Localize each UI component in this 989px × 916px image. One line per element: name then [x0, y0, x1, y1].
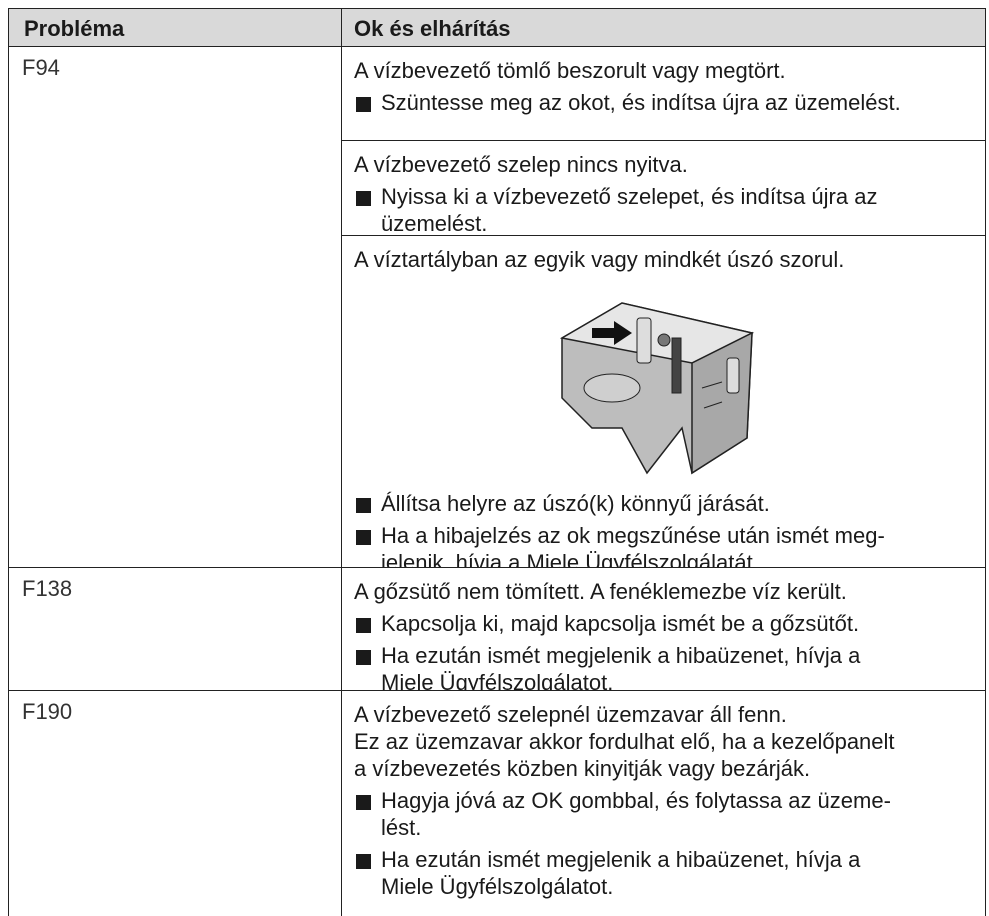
- cause-text: A gőzsütő nem tömített. A fenéklemezbe v…: [354, 578, 981, 605]
- cause-cell: A gőzsütő nem tömített. A fenéklemezbe v…: [342, 568, 985, 690]
- text-line: A víztartályban az egyik vagy mindkét ús…: [354, 247, 845, 272]
- action-bullet: Állítsa helyre az úszó(k) könnyű járását…: [354, 490, 981, 517]
- text-line: Kapcsolja ki, majd kapcsolja ismét be a …: [381, 611, 860, 636]
- text-line: lést.: [381, 815, 422, 840]
- table-row: F190 A vízbevezető szelepnél üzemzavar á…: [9, 691, 985, 916]
- text-line: Szüntesse meg az okot, és indítsa újra a…: [381, 90, 901, 115]
- cause-cell: A vízbevezető tömlő beszorult vagy megtö…: [342, 47, 985, 141]
- table-row: F138 A gőzsütő nem tömített. A fenékleme…: [9, 568, 985, 691]
- header-row: Probléma Ok és elhárítás: [9, 9, 985, 47]
- text-line: A gőzsütő nem tömített. A fenéklemezbe v…: [354, 579, 847, 604]
- text-line: jelenik, hívja a Miele Ügyfélszolgálatát…: [381, 550, 759, 567]
- cause-cell: A vízbevezető szelep nincs nyitva. Nyissa…: [342, 141, 985, 236]
- error-code: F190: [9, 691, 342, 916]
- cause-text: A vízbevezető tömlő beszorult vagy megtö…: [354, 57, 981, 84]
- text-line: a vízbevezetés közben kinyitják vagy bez…: [354, 756, 811, 781]
- error-code: F94: [9, 47, 342, 567]
- error-code: F138: [9, 568, 342, 690]
- text-line: üzemelést.: [381, 211, 488, 236]
- header-cell: Probléma: [9, 9, 342, 46]
- text-line: A vízbevezető szelepnél üzemzavar áll fe…: [354, 702, 787, 727]
- cause-cell: A víztartályban az egyik vagy mindkét ús…: [342, 236, 985, 567]
- text-line: Ha ezután ismét megjelenik a hibaüzenet,…: [381, 847, 861, 872]
- text-line: Miele Ügyfélszolgálatot.: [381, 874, 614, 899]
- action-bullet: Hagyja jóvá az OK gombbal, és folytassa …: [354, 787, 981, 841]
- action-bullet: Ha a hibajelzés az ok megszűnése után is…: [354, 522, 981, 567]
- text-line: A vízbevezető szelep nincs nyitva.: [354, 152, 688, 177]
- cause-text: A víztartályban az egyik vagy mindkét ús…: [354, 246, 981, 273]
- text-line: A vízbevezető tömlő beszorult vagy megtö…: [354, 58, 786, 83]
- text-line: Ha ezután ismét megjelenik a hibaüzenet,…: [381, 643, 861, 668]
- action-bullet: Nyissa ki a vízbevezető szelepet, és ind…: [354, 183, 981, 236]
- cause-column: A vízbevezető szelepnél üzemzavar áll fe…: [342, 691, 985, 916]
- text-line: Ha a hibajelzés az ok megszűnése után is…: [381, 523, 885, 548]
- text-line: Miele Ügyfélszolgálatot.: [381, 670, 614, 690]
- action-bullet: Ha ezután ismét megjelenik a hibaüzenet,…: [354, 846, 981, 900]
- text-line: Hagyja jóvá az OK gombbal, és folytassa …: [381, 788, 891, 813]
- text-line: Nyissa ki a vízbevezető szelepet, és ind…: [381, 184, 878, 209]
- text-line: Ez az üzemzavar akkor fordulhat elő, ha …: [354, 729, 895, 754]
- action-bullet: Ha ezután ismét megjelenik a hibaüzenet,…: [354, 642, 981, 690]
- cause-text: A vízbevezető szelepnél üzemzavar áll fe…: [354, 701, 981, 782]
- cause-column: A vízbevezető tömlő beszorult vagy megtö…: [342, 47, 985, 567]
- tank-illustration: [559, 302, 755, 475]
- troubleshooting-table: Probléma Ok és elhárítás F94 A vízbeveze…: [8, 8, 986, 916]
- table-row: F94 A vízbevezető tömlő beszorult vagy m…: [9, 47, 985, 568]
- cause-cell: A vízbevezető szelepnél üzemzavar áll fe…: [342, 691, 985, 916]
- action-bullet: Kapcsolja ki, majd kapcsolja ismét be a …: [354, 610, 981, 637]
- action-bullet: Szüntesse meg az okot, és indítsa újra a…: [354, 89, 981, 116]
- text-line: Állítsa helyre az úszó(k) könnyű járását…: [381, 491, 770, 516]
- header-cell: Ok és elhárítás: [354, 16, 511, 41]
- cause-column: A gőzsütő nem tömített. A fenéklemezbe v…: [342, 568, 985, 690]
- cause-text: A vízbevezető szelep nincs nyitva.: [354, 151, 981, 178]
